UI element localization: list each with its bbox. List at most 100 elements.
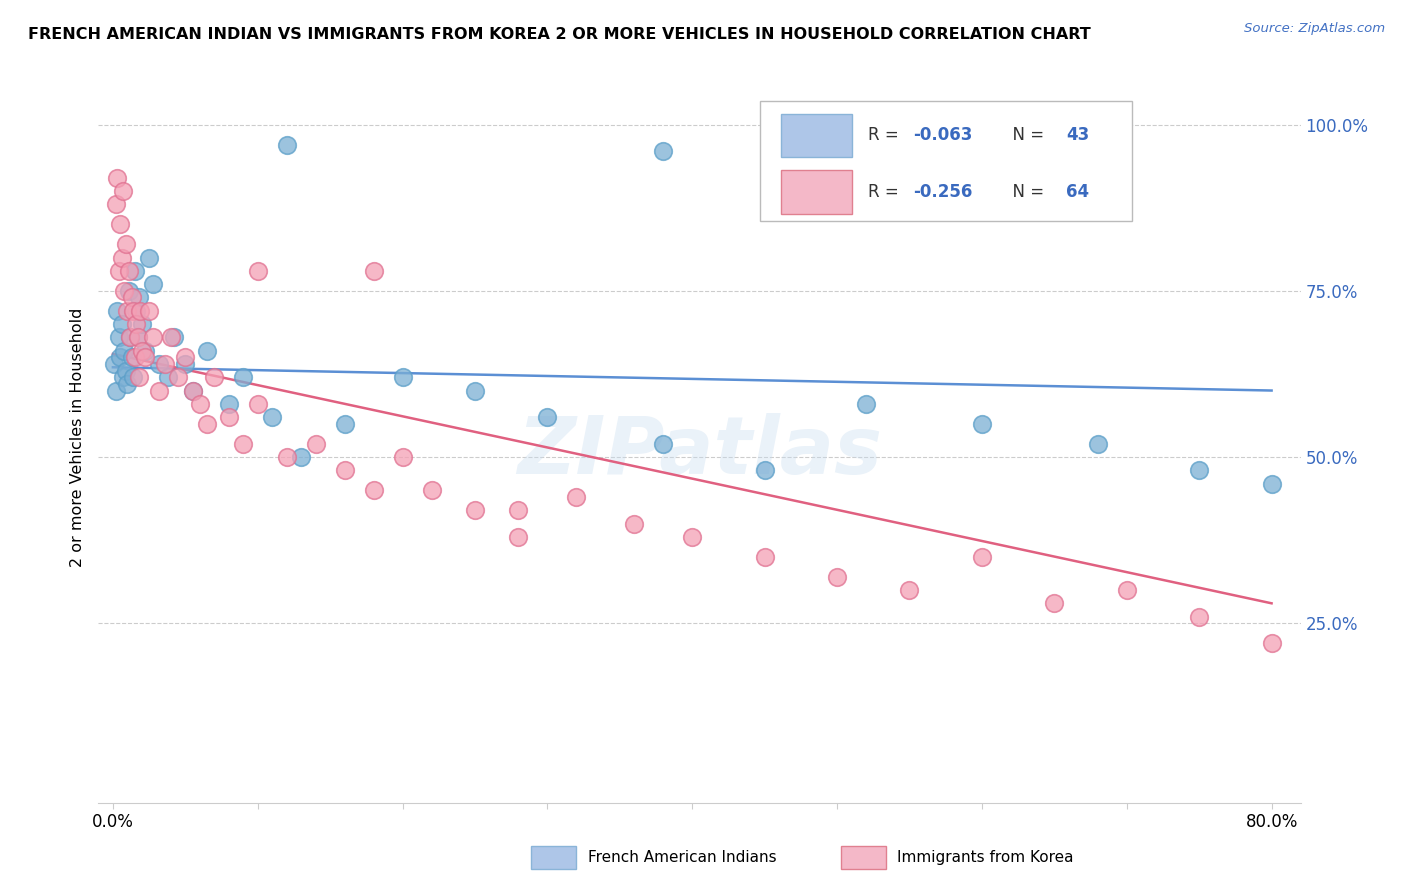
Point [105,303,128,318]
Point [232,370,254,384]
Point [363,483,385,498]
Point [218,410,240,425]
Point [464,384,486,398]
Point [565,490,588,504]
Point [1260,476,1282,491]
Text: FRENCH AMERICAN INDIAN VS IMMIGRANTS FROM KOREA 2 OR MORE VEHICLES IN HOUSEHOLD : FRENCH AMERICAN INDIAN VS IMMIGRANTS FRO… [28,27,1091,42]
FancyBboxPatch shape [782,114,852,157]
Point [1115,582,1137,597]
Point [167,370,190,384]
Point [1188,609,1211,624]
Text: ZIPatlas: ZIPatlas [517,413,882,491]
Point [232,436,254,450]
Point [128,290,150,304]
Text: N =: N = [1002,127,1050,145]
Point [153,357,176,371]
Point [1188,463,1211,477]
Point [134,343,156,358]
Point [112,370,135,384]
Text: -0.256: -0.256 [914,183,973,201]
Point [420,483,443,498]
Text: 64: 64 [1066,183,1090,201]
Point [464,503,486,517]
Point [181,384,204,398]
Text: Immigrants from Korea: Immigrants from Korea [897,850,1074,864]
Point [110,251,132,265]
Point [110,317,132,331]
Point [142,277,165,292]
Point [333,417,356,431]
Point [898,582,921,597]
Point [108,351,131,365]
Point [174,351,197,365]
Point [681,530,703,544]
Point [1260,636,1282,650]
Point [652,436,675,450]
Point [121,290,143,304]
Point [120,330,142,344]
Point [148,384,170,398]
Text: N =: N = [1002,183,1050,201]
Point [124,351,146,365]
Point [129,303,152,318]
Point [117,376,139,391]
Point [188,397,211,411]
Point [508,530,530,544]
Point [103,357,125,371]
Point [105,170,128,185]
Point [131,343,153,358]
Point [120,330,142,344]
Point [118,264,141,278]
Point [754,549,776,564]
Text: French American Indians: French American Indians [588,850,776,864]
Point [262,410,284,425]
Text: 43: 43 [1066,127,1090,145]
Point [117,303,139,318]
Point [1043,596,1066,610]
Point [107,264,129,278]
Point [246,397,269,411]
Point [104,384,127,398]
Point [115,237,138,252]
Point [754,463,776,477]
Point [104,197,127,211]
Point [825,570,848,584]
Point [276,450,298,464]
Point [134,351,156,365]
Point [290,450,312,464]
Point [108,217,131,231]
Point [115,363,138,377]
Point [118,284,141,298]
Point [156,370,179,384]
Point [195,417,218,431]
Point [1087,436,1109,450]
Point [131,317,153,331]
Point [195,343,218,358]
Text: R =: R = [868,127,904,145]
Point [138,303,160,318]
Point [114,284,136,298]
Point [202,370,225,384]
Point [218,397,240,411]
Y-axis label: 2 or more Vehicles in Household: 2 or more Vehicles in Household [70,308,86,566]
Point [652,144,675,158]
Point [125,317,148,331]
FancyBboxPatch shape [782,170,852,213]
Point [970,417,993,431]
Point [148,357,170,371]
Point [276,137,298,152]
Point [112,184,135,198]
Point [160,330,183,344]
Point [121,351,143,365]
Point [124,264,146,278]
Point [391,370,413,384]
Point [127,330,149,344]
FancyBboxPatch shape [759,101,1132,221]
Point [114,343,136,358]
Text: Source: ZipAtlas.com: Source: ZipAtlas.com [1244,22,1385,36]
Point [623,516,645,531]
Point [142,330,165,344]
Text: R =: R = [868,183,904,201]
Point [855,397,877,411]
Point [107,330,129,344]
